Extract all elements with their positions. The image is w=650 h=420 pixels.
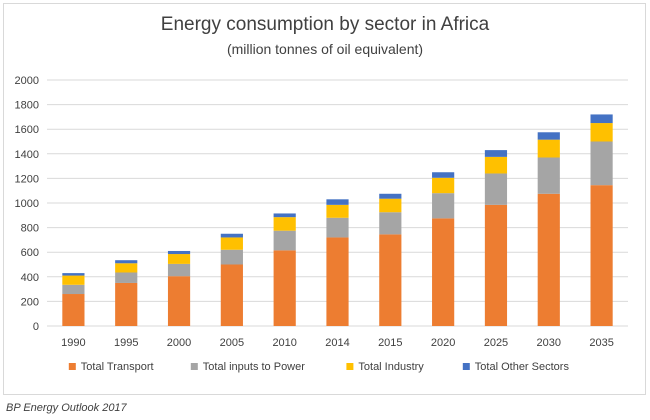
bar-2000-total-other-sectors xyxy=(167,250,191,255)
bar-2020-total-inputs-to-power xyxy=(432,193,455,219)
bar-2005-total-industry xyxy=(220,237,243,250)
chart-title: Energy consumption by sector in Africa xyxy=(160,14,490,35)
bar-2025-total-other-sectors xyxy=(484,150,508,157)
bar-2005-total-inputs-to-power xyxy=(220,249,243,265)
legend-swatch-total-other-sectors xyxy=(462,363,470,370)
bar-2015-total-industry xyxy=(379,198,402,213)
bar-2030-total-inputs-to-power xyxy=(537,157,560,194)
bar-2005-total-other-sectors xyxy=(220,233,243,238)
source-note: BP Energy Outlook 2017 xyxy=(6,402,127,414)
bar-2035-total-other-sectors xyxy=(590,114,613,124)
y-tick-label: 400 xyxy=(21,272,39,284)
y-tick-label: 1600 xyxy=(15,124,39,136)
x-tick-label: 1990 xyxy=(61,337,85,349)
x-tick-label: 2030 xyxy=(537,337,561,349)
x-tick-label: 2000 xyxy=(167,337,191,349)
bar-2014-total-inputs-to-power xyxy=(326,217,349,238)
legend-swatch-total-transport xyxy=(68,363,76,370)
bar-2010-total-inputs-to-power xyxy=(273,230,296,251)
y-tick-label: 1400 xyxy=(15,149,39,161)
legend-swatch-total-industry xyxy=(346,363,354,370)
bar-2015-total-transport xyxy=(379,234,402,326)
x-tick-label: 2020 xyxy=(431,337,455,349)
y-tick-label: 1000 xyxy=(15,198,39,210)
bar-2000-total-industry xyxy=(167,254,191,264)
x-tick-label: 2005 xyxy=(220,337,244,349)
y-tick-label: 800 xyxy=(21,223,39,235)
legend: Total Transport Total inputs to Power Tota… xyxy=(68,361,570,373)
bar-2010-total-other-sectors xyxy=(273,213,296,218)
bar-1995-total-other-sectors xyxy=(115,260,138,264)
x-tick-label: 2015 xyxy=(378,337,402,349)
bars xyxy=(62,114,613,326)
legend-label-total-transport: Total Transport xyxy=(81,361,154,373)
bar-1995-total-inputs-to-power xyxy=(115,272,138,283)
bar-2030-total-other-sectors xyxy=(537,132,560,140)
bar-1995-total-transport xyxy=(115,282,138,326)
bar-2020-total-other-sectors xyxy=(432,172,455,178)
x-tick-label: 2025 xyxy=(484,337,508,349)
y-tick-label: 0 xyxy=(33,321,39,333)
legend-label-total-inputs-to-power: Total inputs to Power xyxy=(203,361,305,373)
bar-1990-total-inputs-to-power xyxy=(62,284,85,295)
bar-2035-total-industry xyxy=(590,123,613,142)
y-tick-label: 1200 xyxy=(15,173,39,185)
y-tick-label: 2000 xyxy=(15,75,39,87)
bar-2005-total-transport xyxy=(220,264,243,326)
bar-2030-total-industry xyxy=(537,139,560,158)
bar-1995-total-industry xyxy=(115,263,138,273)
y-tick-label: 200 xyxy=(21,296,39,308)
bar-2014-total-industry xyxy=(326,204,349,218)
bar-2035-total-inputs-to-power xyxy=(590,141,613,186)
legend-label-total-other-sectors: Total Other Sectors xyxy=(475,361,570,373)
bar-2025-total-industry xyxy=(484,156,508,174)
x-tick-label: 2014 xyxy=(325,337,349,349)
bar-1990-total-transport xyxy=(62,294,85,326)
bar-2020-total-transport xyxy=(432,218,455,326)
legend-swatch-total-inputs-to-power xyxy=(190,363,198,370)
bar-2000-total-inputs-to-power xyxy=(167,263,191,277)
y-tick-label: 1800 xyxy=(15,100,39,112)
bar-2014-total-other-sectors xyxy=(326,199,349,205)
bar-1990-total-industry xyxy=(62,275,85,285)
bar-2015-total-other-sectors xyxy=(379,193,402,199)
y-axis-ticks: 0 200 400 600 800 1000 1200 1400 1600 1800 2000 xyxy=(15,75,39,333)
bar-2025-total-transport xyxy=(484,204,508,326)
bar-2014-total-transport xyxy=(326,237,349,326)
x-axis-ticks: 1990 1995 2000 2005 2010 2014 2015 2020 2025 2030… xyxy=(61,337,614,349)
legend-label-total-industry: Total Industry xyxy=(358,361,424,373)
bar-2010-total-industry xyxy=(273,217,296,231)
bar-chart: 0 200 400 600 800 1000 1200 1400 1600 1800 2000 19… xyxy=(15,75,628,373)
y-tick-label: 600 xyxy=(21,247,39,259)
x-tick-label: 1995 xyxy=(114,337,138,349)
bar-2015-total-inputs-to-power xyxy=(379,212,402,235)
bar-1990-total-other-sectors xyxy=(62,273,85,276)
bar-2030-total-transport xyxy=(537,193,560,326)
x-tick-label: 2035 xyxy=(589,337,613,349)
bar-2025-total-inputs-to-power xyxy=(484,173,508,205)
bar-2000-total-transport xyxy=(167,276,191,326)
chart-subtitle: (million tonnes of oil equivalent) xyxy=(226,41,424,57)
bar-2010-total-transport xyxy=(273,250,296,326)
bar-2020-total-industry xyxy=(432,177,455,194)
x-tick-label: 2010 xyxy=(272,337,296,349)
bar-2035-total-transport xyxy=(590,185,613,326)
